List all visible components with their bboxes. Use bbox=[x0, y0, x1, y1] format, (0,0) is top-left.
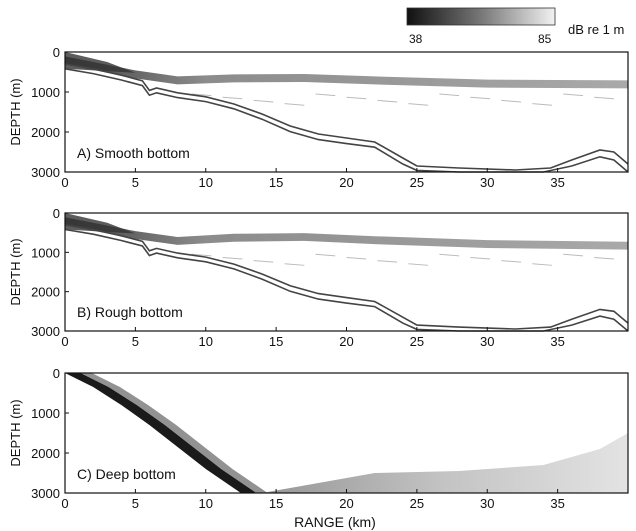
scatter-streak bbox=[470, 256, 491, 260]
colorbar: 38 85 dB re 1 m bbox=[406, 7, 624, 46]
scatter-streak bbox=[563, 93, 584, 97]
y-tick-label: 3000 bbox=[31, 165, 60, 180]
x-tick-label: 20 bbox=[339, 496, 353, 511]
x-tick-label: 35 bbox=[550, 175, 564, 190]
x-axis-label: RANGE (km) bbox=[294, 514, 376, 530]
panel-3: 0 5 10 15 20 25 30 35 0 1000 2000 3000 DEPTH (m) C) D… bbox=[8, 366, 629, 511]
x-tick-label: 30 bbox=[480, 175, 494, 190]
scatter-streak bbox=[439, 253, 460, 257]
x-tick-label: 25 bbox=[410, 175, 424, 190]
scatter-streak bbox=[284, 263, 305, 266]
scatter-streak bbox=[315, 253, 336, 257]
panel-label: C) Deep bottom bbox=[77, 466, 176, 482]
scatter-streak bbox=[501, 99, 522, 103]
scatter-streak bbox=[253, 99, 274, 103]
y-tick-label: 0 bbox=[53, 45, 60, 60]
x-tick-label: 0 bbox=[61, 175, 68, 190]
scatter-streak bbox=[532, 263, 553, 266]
scatter-streak bbox=[222, 256, 243, 260]
y-tick-label: 2000 bbox=[31, 446, 60, 461]
y-tick-label: 1000 bbox=[31, 85, 60, 100]
scatter-streak bbox=[191, 93, 212, 97]
scatter-streak bbox=[532, 103, 553, 106]
direct-beam-halo bbox=[80, 373, 268, 493]
y-tick-label: 1000 bbox=[31, 406, 60, 421]
scatter-streak bbox=[253, 260, 274, 263]
x-tick-label: 35 bbox=[550, 496, 564, 511]
y-tick-label: 3000 bbox=[31, 486, 60, 501]
scatter-streak bbox=[408, 103, 429, 106]
scatter-streak bbox=[377, 99, 398, 103]
x-tick-label: 15 bbox=[269, 334, 283, 349]
x-tick-label: 25 bbox=[410, 334, 424, 349]
x-tick-label: 30 bbox=[480, 334, 494, 349]
x-tick-label: 0 bbox=[61, 334, 68, 349]
y-tick-label: 0 bbox=[53, 366, 60, 381]
panel-label: B) Rough bottom bbox=[77, 304, 183, 320]
scatter-streak bbox=[191, 253, 212, 257]
plot-area bbox=[65, 213, 628, 331]
scatter-streak bbox=[315, 93, 336, 97]
x-tick-label: 10 bbox=[199, 496, 213, 511]
x-tick-label: 15 bbox=[269, 175, 283, 190]
scatter-streak bbox=[284, 103, 305, 106]
y-tick-label: 3000 bbox=[31, 324, 60, 339]
y-axis-label: DEPTH (m) bbox=[8, 238, 23, 305]
colorbar-max-label: 85 bbox=[538, 32, 552, 46]
panel-label: A) Smooth bottom bbox=[77, 145, 190, 161]
y-axis-label: DEPTH (m) bbox=[8, 78, 23, 145]
scatter-streak bbox=[501, 260, 522, 263]
x-tick-label: 25 bbox=[410, 496, 424, 511]
x-tick-label: 5 bbox=[132, 496, 139, 511]
y-axis-label: DEPTH (m) bbox=[8, 399, 23, 466]
y-tick-label: 1000 bbox=[31, 245, 60, 260]
x-tick-label: 15 bbox=[269, 496, 283, 511]
x-tick-label: 35 bbox=[550, 334, 564, 349]
x-tick-label: 10 bbox=[199, 175, 213, 190]
panel-2: 0 5 10 15 20 25 30 35 0 1000 2000 3000 DEPTH (m) B) R… bbox=[8, 206, 629, 349]
scatter-streak bbox=[563, 253, 583, 257]
colorbar-unit-label: dB re 1 m bbox=[568, 22, 624, 37]
direct-beam bbox=[65, 373, 257, 493]
plot-area bbox=[65, 52, 628, 172]
x-tick-label: 5 bbox=[132, 175, 139, 190]
x-tick-label: 30 bbox=[480, 496, 494, 511]
scatter-streak bbox=[594, 256, 614, 260]
x-tick-label: 5 bbox=[132, 334, 139, 349]
scatter-streak bbox=[408, 263, 429, 266]
returning-arc bbox=[262, 433, 628, 493]
scatter-streak bbox=[346, 96, 367, 100]
scattering-layer bbox=[65, 217, 628, 250]
scatter-streak bbox=[470, 96, 491, 100]
x-tick-label: 0 bbox=[61, 496, 68, 511]
y-tick-label: 2000 bbox=[31, 125, 60, 140]
panel-1: 0 5 10 15 20 25 30 35 0 1000 2000 3000 DEPTH (m) A) S… bbox=[8, 45, 629, 190]
x-tick-label: 20 bbox=[339, 175, 353, 190]
scatter-streak bbox=[594, 96, 614, 100]
y-tick-label: 2000 bbox=[31, 285, 60, 300]
scatter-streak bbox=[222, 96, 243, 100]
x-tick-label: 10 bbox=[199, 334, 213, 349]
colorbar-min-label: 38 bbox=[409, 32, 423, 46]
colorbar-gradient bbox=[406, 7, 556, 26]
bottom-profile-upper bbox=[64, 63, 629, 171]
y-tick-label: 0 bbox=[53, 206, 60, 221]
scatter-streak bbox=[377, 260, 398, 263]
scattering-layer bbox=[65, 56, 628, 89]
x-tick-label: 20 bbox=[339, 334, 353, 349]
scatter-streak bbox=[346, 256, 367, 260]
scatter-streak bbox=[439, 93, 460, 97]
bottom-profile-upper bbox=[64, 224, 629, 330]
